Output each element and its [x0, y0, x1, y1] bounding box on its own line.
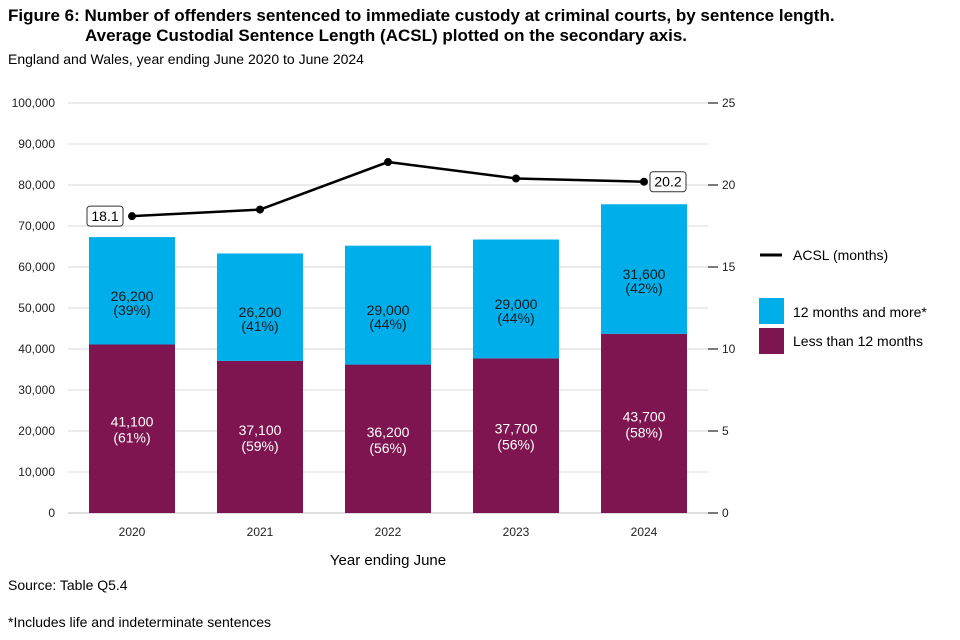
y-tick-label: 70,000: [18, 219, 55, 233]
legend-label-less-than-12-months: Less than 12 months: [793, 333, 923, 349]
data-label-percent: (61%): [113, 430, 150, 446]
bar-less-than-12-months: [601, 333, 687, 513]
data-label-value: 36,200: [367, 424, 410, 440]
source-note: Source: Table Q5.4: [8, 577, 128, 593]
acsl-point: [384, 158, 392, 167]
data-label-value: 29,000: [495, 296, 538, 312]
y-tick-label: 100,000: [12, 96, 56, 110]
y2-tick-label: 0: [722, 506, 729, 520]
bar-less-than-12-months: [217, 360, 303, 513]
x-axis-title: Year ending June: [330, 552, 446, 569]
y2-tick-label: 10: [722, 342, 736, 356]
data-label-percent: (56%): [497, 437, 534, 453]
acsl-callout-label: 20.2: [654, 174, 681, 190]
y-tick-label: 60,000: [18, 260, 55, 274]
y2-tick-label: 25: [722, 96, 736, 110]
bar-12-months-and-more: [217, 253, 303, 361]
y-tick-label: 0: [48, 506, 55, 520]
y2-tick-label: 5: [722, 424, 729, 438]
data-label-percent: (56%): [369, 440, 406, 456]
data-label-value: 41,100: [111, 414, 154, 430]
data-label-value: 26,200: [239, 304, 282, 320]
x-tick-label: 2022: [375, 525, 402, 539]
bar-less-than-12-months: [345, 364, 431, 513]
acsl-callout-box: [86, 205, 124, 227]
data-label-percent: (58%): [625, 424, 662, 440]
bar-12-months-and-more: [473, 239, 559, 359]
acsl-callout-label: 18.1: [91, 208, 118, 224]
y-tick-label: 30,000: [18, 383, 55, 397]
acsl-point: [256, 205, 264, 214]
chart-subtitle: England and Wales, year ending June 2020…: [8, 51, 364, 67]
x-tick-label: 2021: [247, 525, 274, 539]
chart-title-line1: Figure 6: Number of offenders sentenced …: [8, 6, 835, 25]
y-tick-label: 10,000: [18, 465, 55, 479]
y-tick-label: 90,000: [18, 137, 55, 151]
chart-title: Figure 6: Number of offenders sentenced …: [8, 6, 835, 46]
chart-title-line2: Average Custodial Sentence Length (ACSL)…: [85, 26, 688, 45]
footnote: *Includes life and indeterminate sentenc…: [8, 614, 272, 630]
y-tick-label: 20,000: [18, 424, 55, 438]
acsl-point: [128, 212, 136, 221]
y-tick-label: 50,000: [18, 301, 55, 315]
bar-12-months-and-more: [345, 245, 431, 365]
legend-label-acsl: ACSL (months): [793, 247, 888, 263]
y2-tick-label: 15: [722, 260, 736, 274]
data-label-value: 26,200: [111, 288, 154, 304]
acsl-point: [512, 174, 520, 183]
legend-label-12-months-and-more: 12 months and more*: [793, 304, 927, 320]
data-label-value: 29,000: [367, 302, 410, 318]
bar-12-months-and-more: [89, 237, 175, 345]
data-label-value: 43,700: [623, 408, 666, 424]
acsl-line: [131, 160, 645, 218]
bar-less-than-12-months: [473, 358, 559, 513]
x-tick-label: 2024: [631, 525, 658, 539]
legend-swatch-12-months-and-more: [759, 298, 784, 324]
legend-swatch-less-than-12-months: [759, 328, 784, 354]
data-label-value: 37,700: [495, 421, 538, 437]
bar-less-than-12-months: [89, 344, 175, 513]
x-tick-label: 2023: [503, 525, 530, 539]
y2-tick-label: 20: [722, 178, 736, 192]
data-label-value: 31,600: [623, 266, 666, 282]
y-tick-label: 80,000: [18, 178, 55, 192]
data-label-percent: (39%): [113, 302, 150, 318]
data-label-percent: (41%): [241, 318, 278, 334]
acsl-callout-box: [649, 171, 687, 193]
y-tick-label: 40,000: [18, 342, 55, 356]
bar-12-months-and-more: [601, 204, 687, 334]
data-label-percent: (59%): [241, 438, 278, 454]
x-tick-label: 2020: [119, 525, 146, 539]
data-label-percent: (44%): [369, 316, 406, 332]
data-label-value: 37,100: [239, 422, 282, 438]
acsl-point: [640, 177, 648, 186]
data-label-percent: (42%): [625, 280, 662, 296]
data-label-percent: (44%): [497, 310, 534, 326]
